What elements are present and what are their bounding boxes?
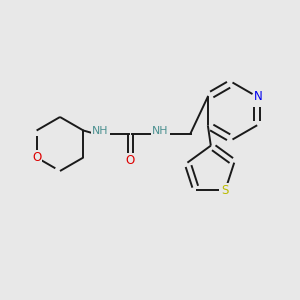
Text: NH: NH [92, 126, 109, 136]
Text: NH: NH [152, 126, 169, 136]
Text: O: O [126, 154, 135, 167]
Text: S: S [222, 184, 229, 197]
Text: O: O [32, 151, 41, 164]
Text: N: N [254, 90, 263, 103]
